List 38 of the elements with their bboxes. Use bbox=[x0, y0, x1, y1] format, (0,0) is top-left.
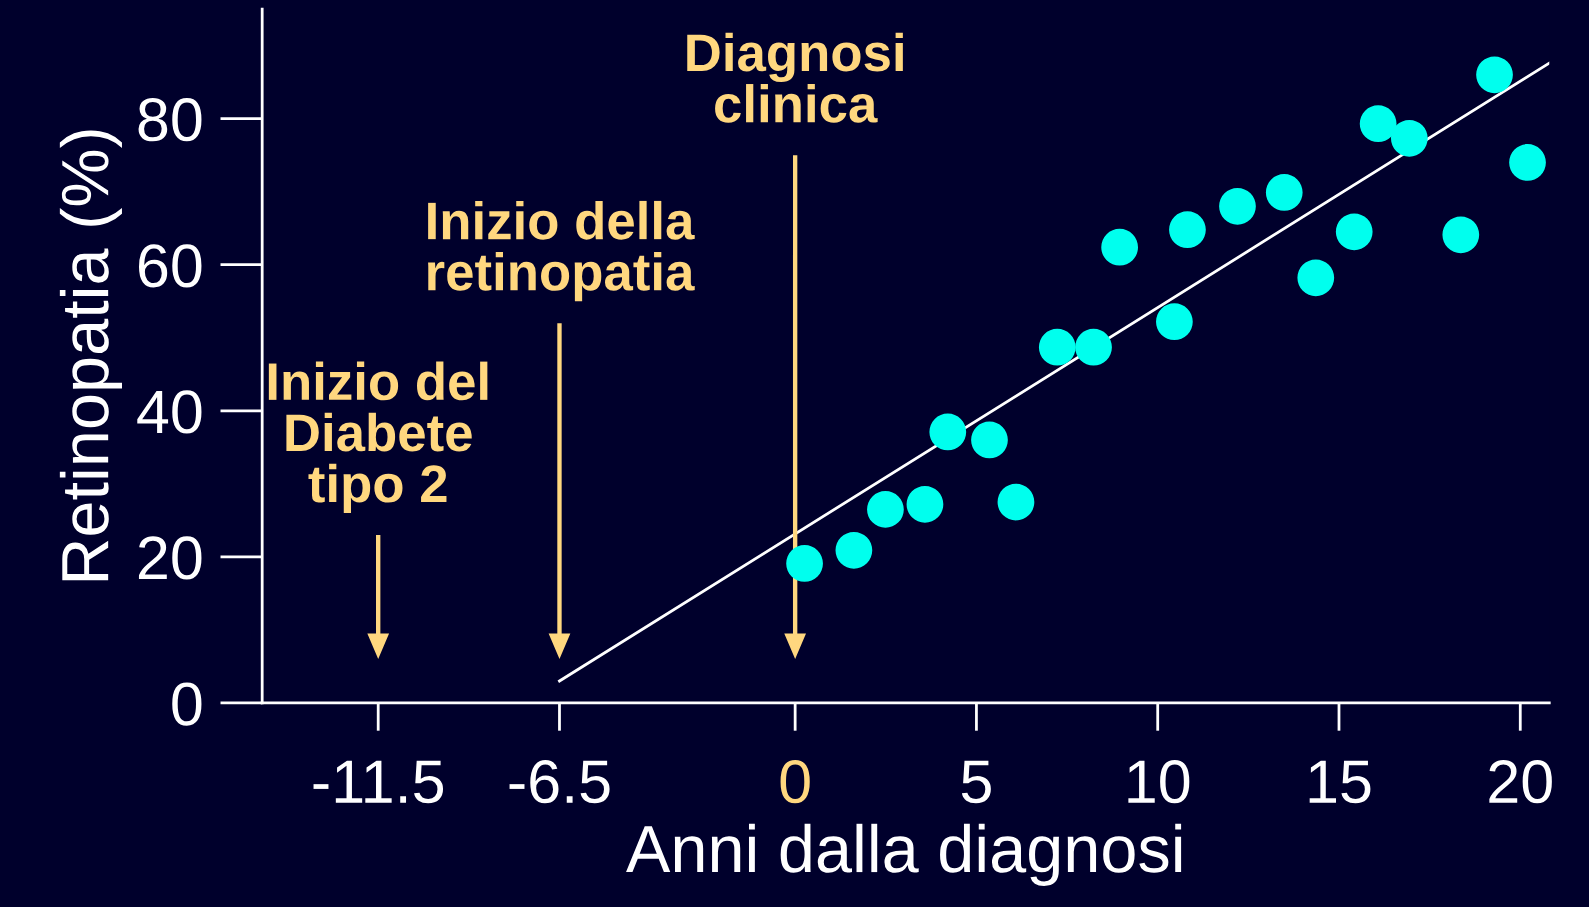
y-tick-label: 0 bbox=[172, 682, 202, 726]
x-tick-label: 15 bbox=[1309, 760, 1371, 804]
point bbox=[1265, 174, 1303, 211]
point bbox=[786, 545, 823, 582]
y-axis-title: Retinopatia (%) bbox=[59, 130, 122, 581]
x-axis-title: Anni dalla diagnosi bbox=[626, 823, 1182, 886]
point bbox=[867, 491, 904, 528]
x-tick-label: 5 bbox=[961, 760, 991, 804]
point bbox=[1101, 228, 1139, 266]
x-tick-label: 0 bbox=[780, 760, 810, 804]
y-tick-label: 60 bbox=[138, 244, 202, 288]
point bbox=[1219, 187, 1256, 225]
y-tick-label: 20 bbox=[138, 536, 202, 580]
point bbox=[1476, 56, 1513, 94]
x-tick-label: -11.5 bbox=[313, 760, 444, 804]
point bbox=[1390, 119, 1428, 157]
point bbox=[1156, 303, 1193, 341]
x-tick-label: 10 bbox=[1128, 760, 1190, 804]
point bbox=[906, 485, 944, 523]
point bbox=[1038, 328, 1076, 366]
annotation: Inizio della retinopatia bbox=[428, 200, 695, 302]
point bbox=[1359, 105, 1397, 143]
point bbox=[1169, 211, 1206, 249]
point bbox=[929, 413, 967, 451]
point bbox=[1442, 216, 1480, 254]
x-tick-label: -6.5 bbox=[509, 760, 610, 804]
point bbox=[1335, 213, 1373, 251]
point bbox=[997, 483, 1035, 521]
point bbox=[1509, 144, 1546, 181]
point bbox=[1297, 259, 1335, 297]
point bbox=[835, 531, 873, 569]
y-tick-label: 40 bbox=[137, 390, 202, 434]
annotation: Diagnosi clinica bbox=[687, 32, 903, 123]
x-tick-label: 20 bbox=[1489, 760, 1552, 804]
annotation: Inizio del Diabete tipo 2 bbox=[268, 361, 488, 514]
y-tick-label: 80 bbox=[138, 98, 202, 142]
point bbox=[1075, 328, 1112, 366]
point bbox=[971, 421, 1008, 459]
